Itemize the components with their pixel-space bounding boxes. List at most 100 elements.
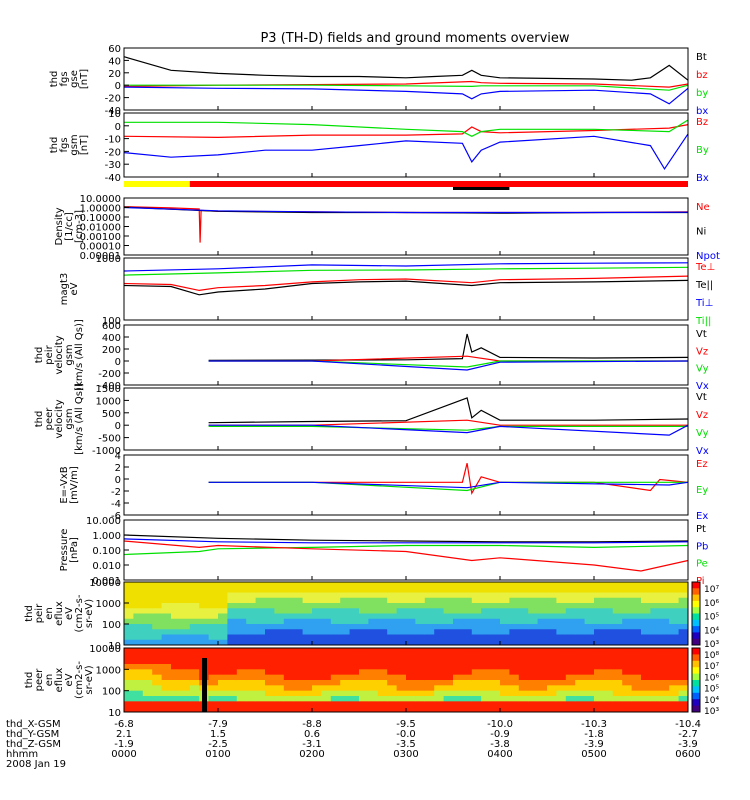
spectrogram-cell <box>565 613 576 620</box>
spectrogram-cell <box>603 639 614 646</box>
spectrogram-cell <box>659 653 670 660</box>
spectrogram-cell <box>321 685 332 692</box>
spectrogram-cell <box>377 629 388 635</box>
legend-entry-Npot: Npot <box>696 251 720 262</box>
spectrogram-cell <box>537 664 548 670</box>
spectrogram-cell <box>565 597 576 604</box>
spectrogram-cell <box>180 608 191 614</box>
spectrogram-cell <box>678 629 689 635</box>
spectrogram-cell <box>415 664 426 670</box>
spectrogram-cell <box>575 634 586 641</box>
spectrogram-cell <box>312 696 322 702</box>
spectrogram-cell <box>509 658 520 665</box>
spectrogram-cell <box>594 669 604 676</box>
spectrogram-cell <box>641 618 651 625</box>
spectrogram-cell <box>406 608 416 614</box>
spectrogram-cell <box>161 680 172 686</box>
spectrogram-cell <box>265 634 275 641</box>
spectrogram-cell <box>161 674 172 681</box>
spectrogram-cell <box>152 624 163 630</box>
spectrogram-cell <box>359 690 369 697</box>
series-line-Npot <box>123 206 689 214</box>
spectrogram-cell <box>594 618 604 625</box>
spectrogram-cell <box>650 608 661 614</box>
spectrogram-cell <box>415 696 426 702</box>
spectrogram-cell <box>471 674 482 681</box>
spectrogram-cell <box>453 669 463 676</box>
spectrogram-cell <box>556 664 567 670</box>
spectrogram-cell <box>641 680 651 686</box>
spectrogram-cell <box>208 597 219 604</box>
spectrogram-cell <box>321 624 332 630</box>
spectrogram-cell <box>537 639 548 646</box>
spectrogram-cell <box>124 664 134 670</box>
spectrogram-cell <box>415 603 426 609</box>
colorbar-tick-label: 10⁸ <box>704 651 719 661</box>
spectrogram-cell <box>415 592 426 599</box>
spectrogram-cell <box>274 613 285 620</box>
spectrogram-cell <box>161 639 172 646</box>
date-label: 2008 Jan 19 <box>6 759 66 770</box>
spectrogram-cell <box>641 674 651 681</box>
spectrogram-cell <box>387 653 398 660</box>
spectrogram-cell <box>575 658 586 665</box>
spectrogram-cell <box>189 613 200 620</box>
spectrogram-cell <box>650 587 661 593</box>
spectrogram-cell <box>659 669 670 676</box>
spectrogram-cell <box>678 613 689 620</box>
spectrogram-cell <box>565 587 576 593</box>
spectrogram-cell <box>462 669 473 676</box>
spectrogram-cell <box>302 634 313 641</box>
spectrogram-cell <box>255 639 266 646</box>
spectrogram-cell <box>490 634 501 641</box>
spectrogram-cell <box>274 618 285 625</box>
spectrogram-cell <box>415 706 426 713</box>
y-axis-label-line: [nT] <box>79 69 90 89</box>
spectrogram-cell <box>612 639 623 646</box>
spectrogram-cell <box>659 618 670 625</box>
spectrogram-cell <box>387 706 398 713</box>
spectrogram-cell <box>594 629 604 635</box>
spectrogram-cell <box>518 603 529 609</box>
spectrogram-cell <box>537 648 548 654</box>
y-tick-label: 200 <box>102 345 121 356</box>
spectrogram-cell <box>500 653 510 660</box>
spectrogram-cell <box>481 690 492 697</box>
spectrogram-cell <box>415 685 426 692</box>
spectrogram-cell <box>124 653 134 660</box>
spectrogram-cell <box>481 669 492 676</box>
spectrogram-cell <box>575 582 586 588</box>
spectrogram-cell <box>490 618 501 625</box>
spectrogram-cell <box>462 582 473 588</box>
colorbar-tick-label: 10⁷ <box>704 662 719 672</box>
y-axis-label-line: Density <box>54 207 65 245</box>
spectrogram-cell <box>396 597 407 604</box>
spectrogram-cell <box>293 701 304 708</box>
y-axis-label-line: velocity <box>54 399 65 438</box>
spectrogram-cell <box>453 634 463 641</box>
spectrogram-cell <box>462 639 473 646</box>
spectrogram-cell <box>236 674 247 681</box>
spectrogram-cell <box>669 685 680 692</box>
spectrogram-cell <box>471 658 482 665</box>
spectrogram-cell <box>368 582 379 588</box>
spectrogram-cell <box>528 680 539 686</box>
spectrogram-cell <box>142 653 153 660</box>
x-row-label: thd_Z-GSM <box>6 739 61 750</box>
spectrogram-cell <box>227 685 238 692</box>
spectrogram-cell <box>189 674 200 681</box>
spectrogram-cell <box>537 690 548 697</box>
spectrogram-cell <box>330 664 341 670</box>
x-row-value: -0.9 <box>490 729 510 740</box>
spectrogram-cell <box>293 624 304 630</box>
spectrogram-cell <box>377 690 388 697</box>
spectrogram-cell <box>575 648 586 654</box>
spectrogram-cell <box>208 634 219 641</box>
spectrogram-cell <box>171 690 181 697</box>
y-ticks: 10.00001.000000.100000.010000.001000.000… <box>80 194 129 262</box>
spectrogram-cell <box>293 639 304 646</box>
spectrogram-cell <box>415 582 426 588</box>
spectrogram-cell <box>274 629 285 635</box>
spectrogram-cell <box>387 658 398 665</box>
